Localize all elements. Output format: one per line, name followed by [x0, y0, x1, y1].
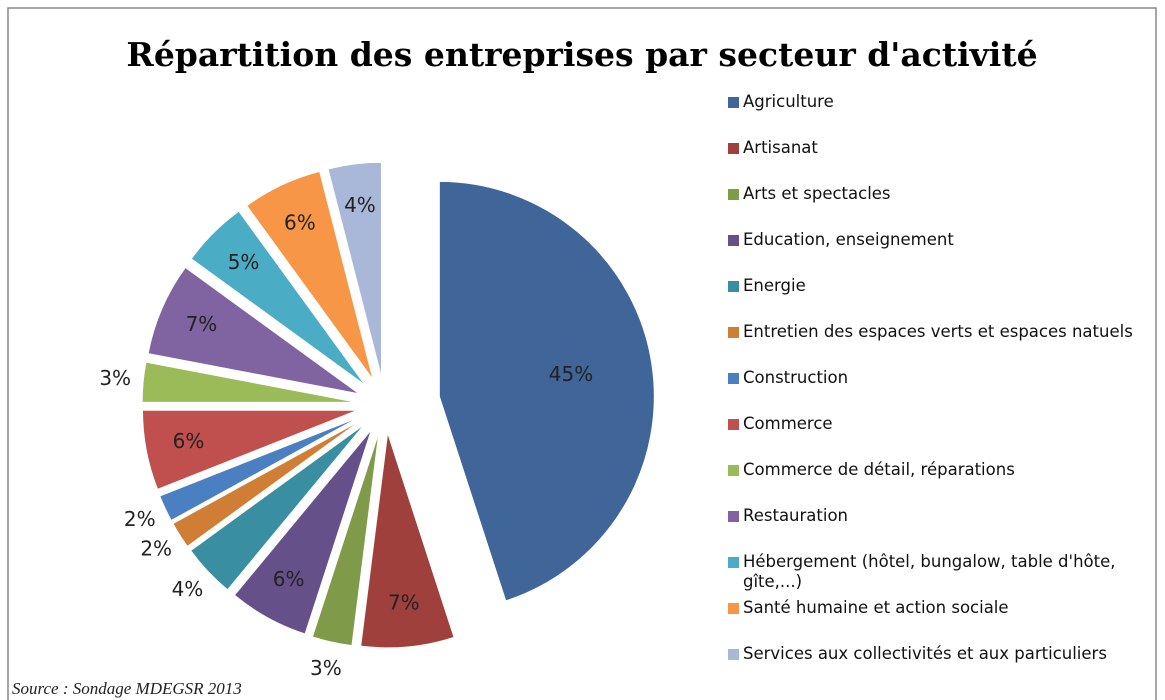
data-label: 2%	[140, 537, 172, 561]
legend-label: Services aux collectivités et aux partic…	[743, 644, 1107, 663]
pie-slice	[189, 423, 365, 591]
data-label: 2%	[124, 507, 156, 531]
legend-item: Commerce	[728, 414, 1158, 460]
data-label: 5%	[228, 250, 260, 274]
pie-slice	[311, 432, 380, 647]
legend-swatch	[728, 419, 739, 430]
legend-swatch	[728, 235, 739, 246]
legend-item: Santé humaine et action sociale	[728, 598, 1158, 644]
legend-item: Commerce de détail, réparations	[728, 460, 1158, 506]
pie-slice	[159, 416, 360, 522]
legend-label: Restauration	[743, 506, 849, 525]
legend-item: Agriculture	[728, 92, 1158, 138]
legend-label: Agriculture	[743, 92, 834, 111]
legend-label: Energie	[743, 276, 806, 295]
legend-label: Commerce de détail, réparations	[743, 460, 1015, 479]
legend-label: Commerce	[743, 414, 833, 433]
legend-item: Artisanat	[728, 138, 1158, 184]
pie-slice	[172, 419, 362, 548]
data-label: 7%	[186, 312, 218, 336]
legend-item: Hébergement (hôtel, bungalow, table d'hô…	[728, 552, 1158, 598]
legend-swatch	[728, 327, 739, 338]
legend-swatch	[728, 649, 739, 660]
legend-label: Santé humaine et action sociale	[743, 598, 1009, 617]
pie-slice	[246, 170, 374, 380]
source-note: Source : Sondage MDEGSR 2013	[12, 679, 242, 698]
legend-swatch	[728, 281, 739, 292]
legend-item: Entretien des espaces verts et espaces n…	[728, 322, 1158, 368]
legend-swatch	[728, 465, 739, 476]
legend-label: Construction	[743, 368, 849, 387]
legend-swatch	[728, 143, 739, 154]
legend-swatch	[728, 373, 739, 384]
data-label: 45%	[549, 362, 593, 386]
legend-label: Artisanat	[743, 138, 818, 157]
pie-slice	[233, 429, 372, 635]
data-label: 4%	[172, 577, 204, 601]
data-label: 3%	[310, 656, 342, 680]
data-label: 6%	[173, 429, 205, 453]
data-label: 6%	[284, 211, 316, 235]
data-label: 4%	[344, 193, 376, 217]
legend-swatch	[728, 557, 739, 568]
legend-label: Hébergement (hôtel, bungalow, table d'hô…	[743, 552, 1116, 591]
legend-item: Arts et spectacles	[728, 184, 1158, 230]
legend-swatch	[728, 189, 739, 200]
data-label: 7%	[388, 591, 420, 615]
legend-label: Arts et spectacles	[743, 184, 891, 203]
pie-slice	[147, 266, 360, 395]
legend-item: Education, enseignement	[728, 230, 1158, 276]
legend: Agriculture Artisanat Arts et spectacles Ed…	[728, 92, 1158, 690]
legend-swatch	[728, 603, 739, 614]
pie-slice	[141, 409, 358, 491]
chart-border	[7, 7, 1157, 700]
data-label: 6%	[273, 567, 305, 591]
pie-slice	[190, 210, 366, 386]
legend-swatch	[728, 511, 739, 522]
pie-slice	[360, 432, 455, 649]
pie-slice	[141, 361, 358, 403]
chart-title: Répartition des entreprises par secteur …	[126, 35, 1037, 74]
data-label: 3%	[99, 366, 131, 390]
pie-slice	[327, 161, 382, 378]
legend-item: Restauration	[728, 506, 1158, 552]
legend-label: Education, enseignement	[743, 230, 954, 249]
legend-item: Construction	[728, 368, 1158, 414]
legend-swatch	[728, 97, 739, 108]
pie-slice	[438, 180, 655, 602]
legend-item: Energie	[728, 276, 1158, 322]
legend-item: Services aux collectivités et aux partic…	[728, 644, 1158, 690]
legend-label: Entretien des espaces verts et espaces n…	[743, 322, 1133, 341]
